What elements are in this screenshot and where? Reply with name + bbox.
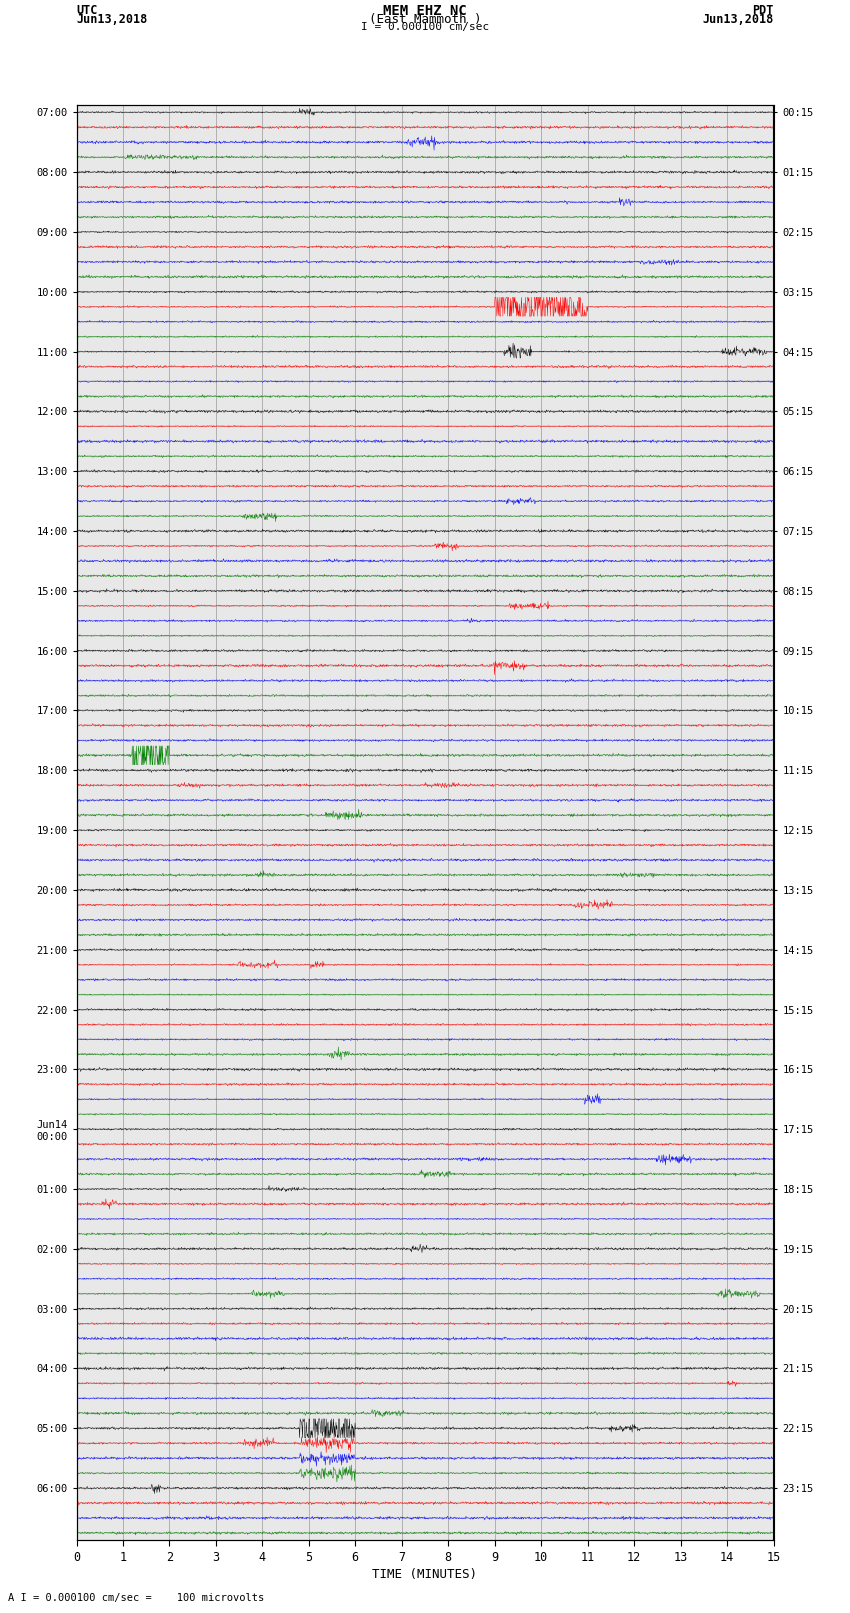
Text: A I = 0.000100 cm/sec =    100 microvolts: A I = 0.000100 cm/sec = 100 microvolts bbox=[8, 1594, 264, 1603]
Text: Jun13,2018: Jun13,2018 bbox=[76, 13, 148, 26]
Text: I = 0.000100 cm/sec: I = 0.000100 cm/sec bbox=[361, 23, 489, 32]
Text: (East Mammoth ): (East Mammoth ) bbox=[369, 13, 481, 26]
Text: Jun13,2018: Jun13,2018 bbox=[702, 13, 774, 26]
Text: UTC: UTC bbox=[76, 5, 98, 18]
Text: MEM EHZ NC: MEM EHZ NC bbox=[383, 5, 467, 18]
Text: PDT: PDT bbox=[752, 5, 774, 18]
X-axis label: TIME (MINUTES): TIME (MINUTES) bbox=[372, 1568, 478, 1581]
